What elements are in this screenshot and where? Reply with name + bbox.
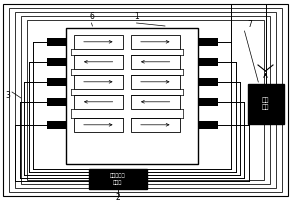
Bar (198, 58, 218, 66)
Bar (130, 35, 180, 49)
Bar (15, 12, 276, 188)
Bar (21, 16, 270, 184)
Bar (66, 28, 198, 164)
Text: 7: 7 (248, 20, 252, 29)
Bar (130, 118, 180, 132)
Text: 1: 1 (134, 12, 139, 21)
Bar (74, 35, 123, 49)
Bar (130, 75, 180, 89)
Text: 电子
负荷: 电子 负荷 (262, 98, 269, 110)
Bar (130, 55, 180, 69)
Bar (46, 38, 66, 46)
Bar (198, 38, 218, 46)
Bar (46, 78, 66, 86)
Text: 多通道电流
传感器: 多通道电流 传感器 (110, 173, 126, 185)
Bar (46, 98, 66, 106)
Bar (46, 58, 66, 66)
Bar (74, 118, 123, 132)
Bar (248, 84, 284, 124)
Bar (27, 20, 264, 180)
Bar (74, 95, 123, 109)
Bar (74, 75, 123, 89)
Bar (88, 169, 147, 189)
Bar (130, 95, 180, 109)
Text: 3: 3 (5, 92, 10, 100)
Bar (198, 78, 218, 86)
Bar (198, 121, 218, 129)
Bar (74, 55, 123, 69)
Text: 6: 6 (89, 12, 94, 21)
Bar (198, 98, 218, 106)
Bar (46, 121, 66, 129)
Text: 2: 2 (116, 193, 120, 200)
